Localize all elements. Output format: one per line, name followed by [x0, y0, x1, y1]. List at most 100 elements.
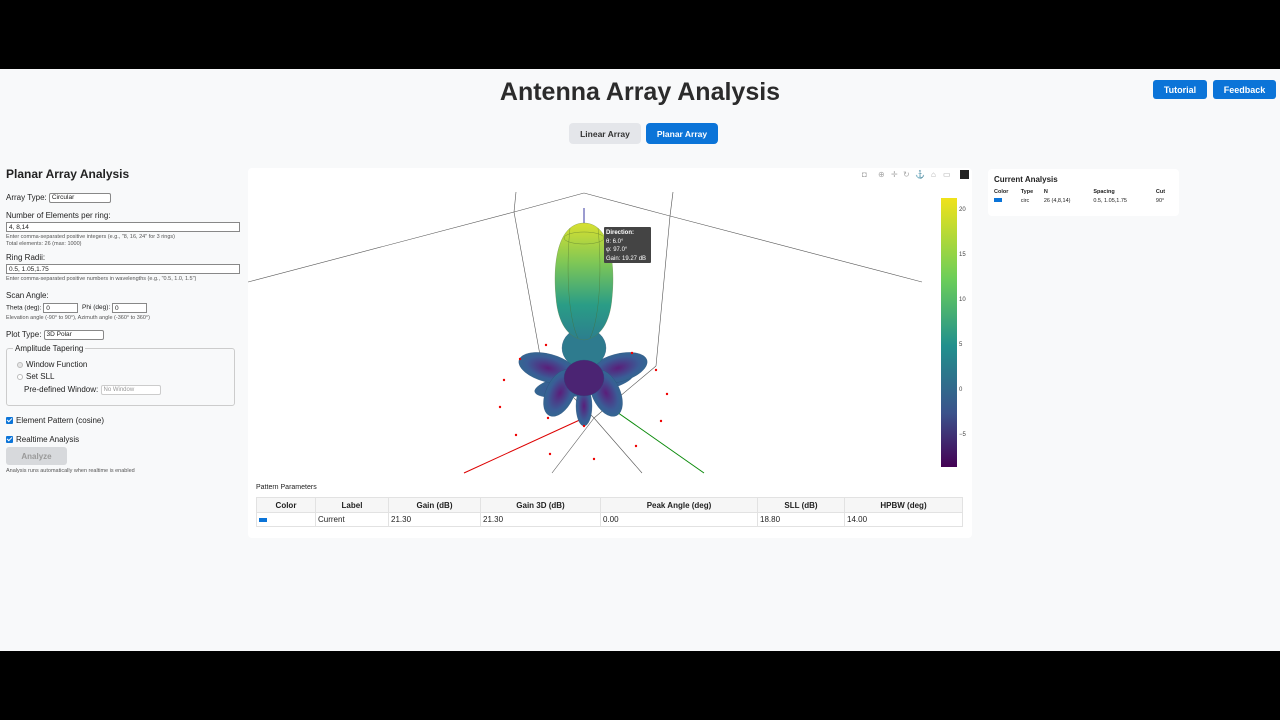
tab-planar-array[interactable]: Planar Array — [646, 123, 718, 144]
rotate-icon[interactable]: ↻ — [903, 170, 910, 179]
row-color — [256, 512, 316, 527]
page-title: Antenna Array Analysis — [499, 78, 781, 106]
tooltip-gain: Gain: 19.27 dB — [606, 256, 646, 262]
scan-hint: Elevation angle (-90° to 90°), Azimuth a… — [6, 314, 150, 321]
phi-input[interactable]: 0 — [112, 302, 148, 313]
axis-box — [248, 191, 923, 474]
elements-hint: Enter comma-separated positive integers … — [6, 234, 175, 241]
array-type-value: Circular — [51, 194, 75, 202]
turntable-icon[interactable]: ⚓ — [915, 169, 925, 179]
colorbar-tick: −5 — [959, 432, 967, 438]
analyze-hint: Analysis runs automatically when realtim… — [6, 468, 135, 475]
pattern-parameters-table: Color Label Gain (dB) Gain 3D (dB) Peak … — [256, 497, 963, 527]
ca-header-type: Type — [1020, 189, 1034, 195]
app-window: Antenna Array Analysis Tutorial Feedback… — [0, 69, 1280, 651]
ca-spacing: 0.5, 1.05,1.75 — [1093, 198, 1127, 204]
plotly-logo-icon[interactable] — [960, 170, 969, 179]
predefined-window-label: Pre-defined Window: — [24, 385, 99, 395]
tutorial-button[interactable]: Tutorial — [1153, 80, 1207, 99]
home-icon[interactable]: ⌂ — [931, 170, 936, 179]
realtime-option[interactable]: Realtime Analysis — [6, 435, 242, 444]
panel-heading: Planar Array Analysis — [6, 167, 130, 181]
camera-icon[interactable]: ◘ — [862, 170, 867, 179]
col-header-label: Label — [315, 497, 389, 513]
row-label: Current — [315, 512, 389, 527]
colorbar-ticks: 20 15 10 5 0 −5 — [959, 207, 967, 438]
elements-total: Total elements: 26 (max: 1000) — [6, 240, 82, 247]
current-analysis-panel: Current Analysis Color Type N Spacing Cu… — [988, 169, 1179, 216]
element-pattern-checkbox[interactable] — [6, 417, 13, 425]
x-axis-line — [463, 417, 585, 474]
col-header-gain: Gain (dB) — [388, 497, 481, 513]
analyze-button[interactable]: Analyze — [6, 447, 67, 466]
row-hpbw: 14.00 — [844, 512, 963, 527]
row-peak-angle: 0.00 — [600, 512, 758, 527]
realtime-label: Realtime Analysis — [16, 435, 80, 445]
current-analysis-table: Color Type N Spacing Cut circ 26 (4,8,14… — [994, 189, 1173, 204]
predefined-window-value: No Window — [103, 387, 135, 394]
hover-tooltip: Direction: θ: 6.0° φ: 97.0° Gain: 19.27 … — [604, 227, 651, 263]
plot-type-value: 3D Polar — [46, 331, 72, 339]
tooltip-title: Direction: — [606, 230, 634, 236]
radii-input[interactable]: 0.5, 1.05,1.75 — [6, 264, 240, 275]
tooltip-phi: φ: 97.0° — [606, 247, 628, 253]
predefined-window-select[interactable]: No Window — [100, 385, 161, 396]
array-type-select[interactable]: Circular — [48, 193, 111, 204]
ca-color — [994, 198, 1021, 204]
colorbar-tick: 0 — [959, 387, 963, 393]
window-function-radio[interactable] — [17, 361, 23, 368]
element-pattern-option[interactable]: Element Pattern (cosine) — [6, 416, 242, 425]
elements-input[interactable]: 4, 8,14 — [6, 222, 240, 233]
reset-camera-icon[interactable]: ▭ — [943, 170, 951, 179]
col-header-hpbw: HPBW (deg) — [844, 497, 963, 513]
colorbar-tick: 5 — [959, 342, 963, 348]
colorbar-tick: 20 — [959, 207, 966, 213]
row-gain: 21.30 — [388, 512, 481, 527]
plot-type-label: Plot Type: — [6, 330, 42, 340]
plot-card: ◘ ⊕ ✛ ↻ ⚓ ⌂ ▭ — [248, 168, 972, 538]
row-sll: 18.80 — [757, 512, 845, 527]
table-row: Current 21.30 21.30 0.00 18.80 14.00 — [256, 512, 963, 527]
ca-cut: 90° — [1155, 198, 1165, 204]
radii-label: Ring Radii: — [6, 253, 46, 263]
col-header-color: Color — [256, 497, 316, 513]
table-row: circ 26 (4,8,14) 0.5, 1.05,1.75 90° — [994, 198, 1173, 204]
color-swatch — [994, 198, 1002, 202]
ca-n: 26 (4,8,14) — [1043, 198, 1071, 204]
pattern-parameters-title: Pattern Parameters — [256, 484, 317, 491]
col-header-peak-angle: Peak Angle (deg) — [600, 497, 758, 513]
ca-header-cut: Cut — [1155, 189, 1166, 195]
realtime-checkbox[interactable] — [6, 436, 13, 444]
set-sll-option[interactable]: Set SLL — [17, 372, 226, 381]
ca-header-spacing: Spacing — [1093, 189, 1115, 195]
theta-input[interactable]: 0 — [43, 302, 79, 313]
plot-modebar[interactable]: ◘ ⊕ ✛ ↻ ⚓ ⌂ ▭ — [862, 169, 969, 179]
elements-label: Number of Elements per ring: — [6, 211, 111, 221]
zoom-icon[interactable]: ⊕ — [878, 170, 885, 179]
tapering-legend: Amplitude Tapering — [13, 344, 86, 354]
pan-icon[interactable]: ✛ — [891, 170, 898, 179]
set-sll-label: Set SLL — [26, 372, 55, 382]
color-swatch — [259, 518, 267, 522]
amplitude-tapering-group: Amplitude Tapering Window Function Set S… — [6, 344, 235, 407]
settings-panel: Planar Array Analysis Array Type: Circul… — [6, 167, 242, 475]
col-header-sll: SLL (dB) — [757, 497, 845, 513]
ca-header-color: Color — [994, 189, 1009, 195]
radii-hint: Enter comma-separated positive numbers i… — [6, 276, 197, 283]
array-type-label: Array Type: — [6, 193, 47, 202]
plot-type-select[interactable]: 3D Polar — [43, 330, 104, 341]
colorbar — [941, 198, 957, 467]
window-function-option[interactable]: Window Function — [17, 360, 226, 369]
current-analysis-title: Current Analysis — [994, 175, 1058, 184]
polar-3d-plot[interactable]: ◘ ⊕ ✛ ↻ ⚓ ⌂ ▭ — [248, 168, 972, 480]
y-axis-line — [613, 409, 705, 474]
colorbar-tick: 15 — [959, 252, 966, 258]
ca-header-n: N — [1043, 189, 1048, 195]
element-pattern-label: Element Pattern (cosine) — [16, 416, 105, 426]
colorbar-tick: 10 — [959, 297, 966, 303]
set-sll-radio[interactable] — [17, 373, 23, 380]
array-element-markers — [498, 343, 669, 461]
feedback-button[interactable]: Feedback — [1213, 80, 1276, 99]
scan-angle-label: Scan Angle: — [6, 290, 49, 300]
tab-linear-array[interactable]: Linear Array — [569, 123, 641, 144]
